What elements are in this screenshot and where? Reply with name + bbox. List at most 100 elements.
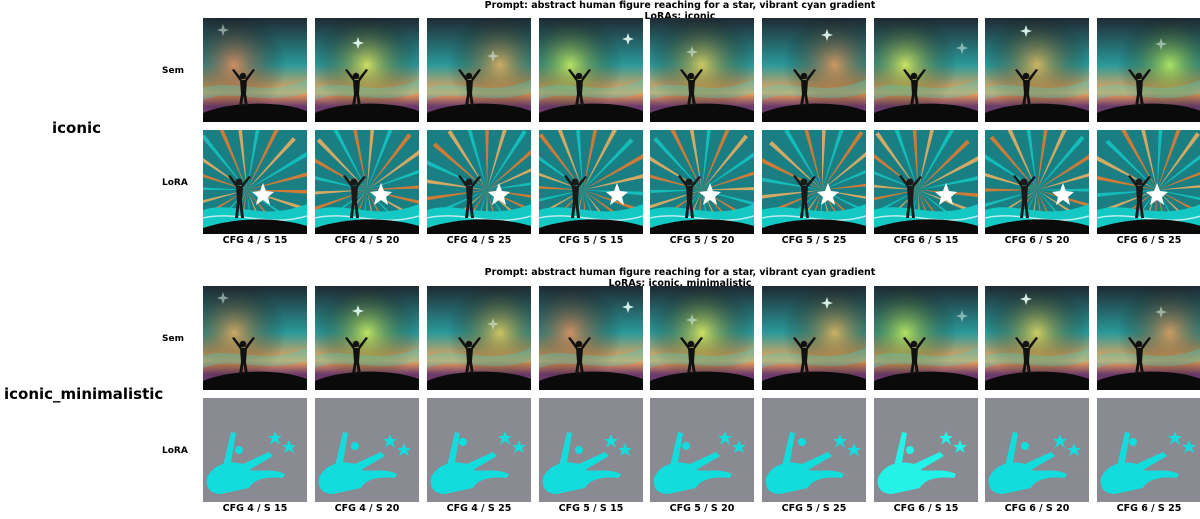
lora-image-svg (762, 398, 866, 502)
sem-image-svg (1097, 286, 1200, 390)
lora-image (1097, 398, 1200, 502)
lora-image (539, 130, 643, 234)
column-label: CFG 5 / S 20 (669, 235, 735, 246)
sem-image-svg (650, 18, 754, 122)
sem-image-svg (203, 286, 307, 390)
lora-image (315, 398, 419, 502)
lora-image (650, 130, 754, 234)
sem-image (650, 286, 754, 390)
prompt-caption: Prompt: abstract human figure reaching f… (330, 267, 1030, 289)
lora-image (650, 398, 754, 502)
sem-image (427, 286, 531, 390)
lora-image (203, 398, 307, 502)
column-label: CFG 6 / S 25 (1116, 503, 1182, 514)
row-label-lora: LoRA (162, 178, 188, 188)
lora-image-svg (650, 130, 754, 234)
sem-image-svg (985, 286, 1089, 390)
lora-image (762, 130, 866, 234)
lora-image-svg (762, 130, 866, 234)
lora-image (427, 130, 531, 234)
sem-image-svg (427, 286, 531, 390)
lora-image-svg (203, 130, 307, 234)
lora-image (874, 130, 978, 234)
lora-image-svg (315, 398, 419, 502)
row-label-sem: Sem (162, 334, 184, 344)
lora-image-svg (427, 398, 531, 502)
lora-image (315, 130, 419, 234)
sem-image (874, 286, 978, 390)
sem-image-svg (427, 18, 531, 122)
lora-image (427, 398, 531, 502)
row-label-lora: LoRA (162, 446, 188, 456)
column-label: CFG 5 / S 25 (781, 235, 847, 246)
prompt-caption: Prompt: abstract human figure reaching f… (330, 0, 1030, 22)
sem-image-svg (874, 286, 978, 390)
column-label: CFG 5 / S 15 (558, 503, 624, 514)
column-label: CFG 6 / S 15 (893, 235, 959, 246)
sem-image-svg (315, 18, 419, 122)
column-label: CFG 6 / S 20 (1004, 235, 1070, 246)
prompt-text: Prompt: abstract human figure reaching f… (484, 0, 876, 11)
column-label: CFG 6 / S 20 (1004, 503, 1070, 514)
lora-image-svg (985, 398, 1089, 502)
prompt-text: Prompt: abstract human figure reaching f… (484, 267, 876, 278)
sem-image (650, 18, 754, 122)
lora-image-svg (874, 398, 978, 502)
sem-image-svg (315, 286, 419, 390)
row-label-sem: Sem (162, 66, 184, 76)
sem-image (315, 286, 419, 390)
sem-image (427, 18, 531, 122)
column-label: CFG 5 / S 25 (781, 503, 847, 514)
sem-image (539, 286, 643, 390)
lora-image (874, 398, 978, 502)
sem-image-svg (762, 18, 866, 122)
sem-image-svg (985, 18, 1089, 122)
sem-image (874, 18, 978, 122)
lora-image-svg (203, 398, 307, 502)
sem-image-svg (650, 286, 754, 390)
sem-image-svg (203, 18, 307, 122)
column-label: CFG 4 / S 15 (222, 235, 288, 246)
column-label: CFG 6 / S 15 (893, 503, 959, 514)
column-label: CFG 4 / S 15 (222, 503, 288, 514)
lora-image-svg (1097, 398, 1200, 502)
sem-image (203, 18, 307, 122)
lora-image (985, 398, 1089, 502)
sem-image-svg (874, 18, 978, 122)
group-label: iconic (52, 119, 102, 137)
lora-image-svg (1097, 130, 1200, 234)
column-label: CFG 4 / S 20 (334, 503, 400, 514)
sem-image (1097, 286, 1200, 390)
sem-image-svg (539, 18, 643, 122)
loras-text: LoRAs: iconic, minimalistic (608, 278, 752, 289)
sem-image-svg (1097, 18, 1200, 122)
sem-image (539, 18, 643, 122)
column-label: CFG 4 / S 20 (334, 235, 400, 246)
loras-text: LoRAs: iconic (644, 11, 716, 22)
lora-image-svg (985, 130, 1089, 234)
sem-image (1097, 18, 1200, 122)
lora-image-svg (315, 130, 419, 234)
sem-image (762, 18, 866, 122)
column-label: CFG 4 / S 25 (446, 235, 512, 246)
group-label: iconic_minimalistic (4, 385, 164, 403)
lora-image-svg (427, 130, 531, 234)
sem-image-svg (762, 286, 866, 390)
lora-image (1097, 130, 1200, 234)
lora-image (985, 130, 1089, 234)
column-label: CFG 5 / S 15 (558, 235, 624, 246)
sem-image (985, 18, 1089, 122)
lora-image-svg (539, 130, 643, 234)
column-label: CFG 6 / S 25 (1116, 235, 1182, 246)
column-label: CFG 5 / S 20 (669, 503, 735, 514)
lora-image-svg (539, 398, 643, 502)
sem-image (315, 18, 419, 122)
lora-image-svg (874, 130, 978, 234)
lora-image (762, 398, 866, 502)
sem-image (203, 286, 307, 390)
sem-image (985, 286, 1089, 390)
lora-image-svg (650, 398, 754, 502)
lora-image (203, 130, 307, 234)
lora-image (539, 398, 643, 502)
sem-image-svg (539, 286, 643, 390)
